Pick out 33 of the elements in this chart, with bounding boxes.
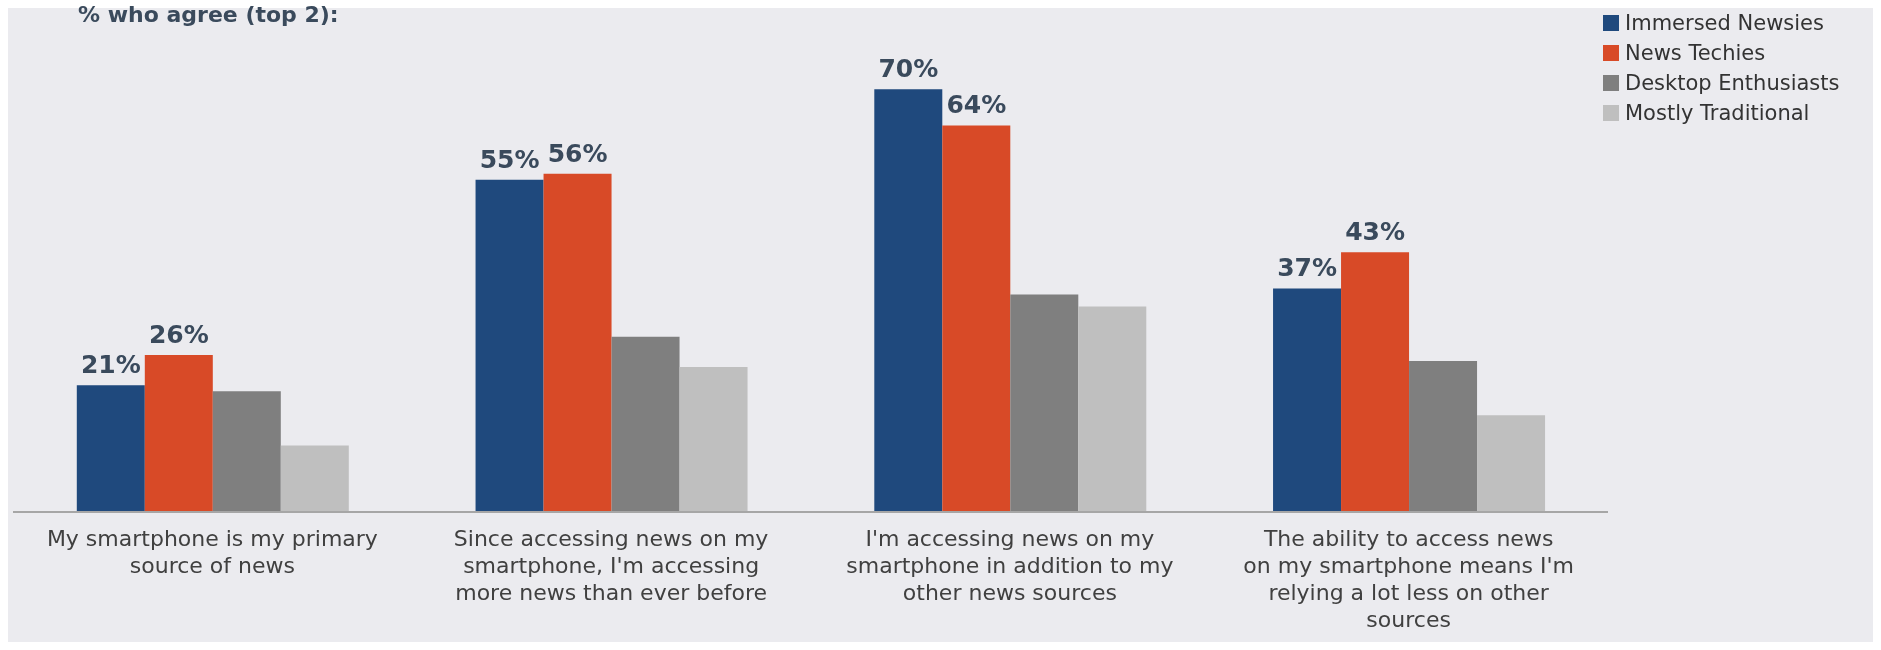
x-tick-label: My smartphone is my primary source of news bbox=[46, 526, 378, 578]
bar bbox=[1341, 252, 1410, 512]
legend-label: News Techies bbox=[1625, 40, 1766, 67]
x-tick-label: The ability to access news on my smartphone means I'm relying a lot less on other sources bbox=[1243, 526, 1574, 632]
data-label: 37% bbox=[1277, 253, 1337, 283]
bar bbox=[475, 179, 544, 512]
bar bbox=[1273, 288, 1342, 512]
bar bbox=[280, 445, 349, 512]
data-label: 55% bbox=[479, 144, 540, 174]
bar bbox=[1078, 306, 1147, 512]
chart-title: % who agree (top 2): bbox=[78, 2, 339, 27]
bar bbox=[543, 173, 612, 512]
data-label: 56% bbox=[547, 138, 608, 168]
data-label: 43% bbox=[1345, 217, 1405, 247]
bar bbox=[76, 385, 145, 512]
bar bbox=[1477, 415, 1546, 512]
data-label: 26% bbox=[148, 319, 209, 349]
bar bbox=[144, 354, 213, 512]
bar bbox=[874, 89, 943, 512]
legend-label: Mostly Traditional bbox=[1625, 100, 1810, 127]
data-label: 64% bbox=[946, 90, 1007, 120]
bar bbox=[212, 391, 281, 512]
data-label: 70% bbox=[878, 54, 939, 84]
data-label: 21% bbox=[80, 350, 141, 380]
x-tick-label: Since accessing news on my smartphone, I'm accessing more news than ever before bbox=[453, 526, 769, 605]
x-tick-label: I'm accessing news on my smartphone in addition to my other news sources bbox=[846, 526, 1174, 605]
bar bbox=[942, 125, 1011, 512]
legend-label: Desktop Enthusiasts bbox=[1625, 70, 1840, 97]
bar bbox=[1010, 294, 1079, 512]
bar bbox=[679, 367, 748, 512]
bar bbox=[1409, 360, 1478, 512]
bar bbox=[611, 336, 680, 512]
legend-label: Immersed Newsies bbox=[1625, 10, 1824, 37]
